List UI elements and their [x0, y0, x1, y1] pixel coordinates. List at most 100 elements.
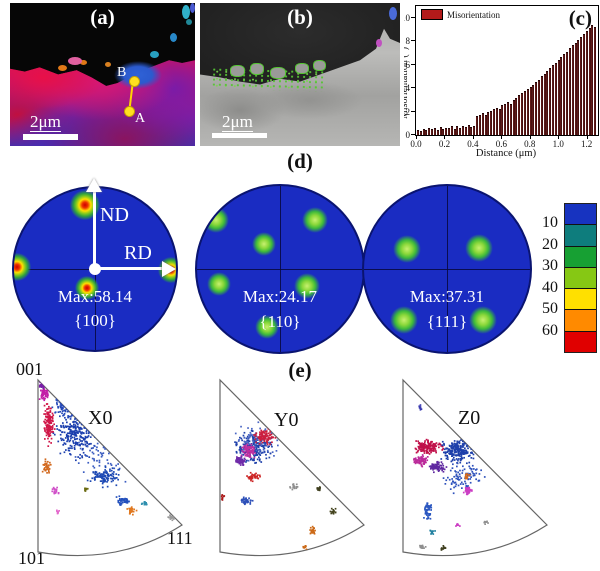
bar: [535, 82, 538, 135]
bar: [509, 104, 512, 135]
x-tick-mark: [501, 135, 503, 139]
pole-figure-circle: Max:24.17 {110}: [195, 184, 365, 354]
bar: [464, 126, 467, 135]
point-a-dot: [124, 106, 135, 117]
bar: [591, 24, 594, 135]
ipf-triangle-y0: [219, 378, 365, 557]
crosshair-vertical: [447, 186, 448, 352]
bar: [481, 113, 484, 135]
bar: [523, 91, 526, 135]
bar: [467, 125, 470, 135]
ipf-triangle-z0: [402, 378, 548, 557]
plot-area: Misorientation (c) 0 2 4 6 8 10 0.0 0.2 0.4 0.6 0.…: [404, 5, 599, 149]
x-axis-label: Distance (μm): [475, 148, 537, 159]
bar: [453, 128, 456, 135]
grain-speck: [80, 60, 87, 65]
bar: [447, 128, 450, 135]
legend-label: Misorientation: [447, 9, 500, 20]
texture-spot: [203, 207, 229, 233]
bar: [554, 63, 557, 135]
y-tick-mark: [411, 134, 415, 135]
pole-figure-111: Max:37.31 {111}: [362, 184, 532, 354]
bar: [456, 125, 459, 135]
grain-speck: [190, 3, 195, 13]
colorbar-gradient: [564, 203, 597, 353]
plane-label: {110}: [259, 312, 301, 332]
ebsd-orientation-map: B A (a) 2μm: [10, 3, 195, 146]
interface-grain: [250, 63, 264, 75]
bar: [529, 86, 532, 135]
panel-a-label: (a): [90, 5, 115, 29]
bar: [507, 101, 509, 135]
x-tick-label: 1.0: [552, 139, 564, 149]
bar: [419, 131, 422, 135]
ipf-triangle-x0: [37, 378, 183, 557]
panel-e-label: (e): [288, 358, 312, 382]
intensity-colorbar: 10 20 30 40 50 60: [534, 203, 598, 353]
bar: [574, 42, 577, 135]
bar: [577, 39, 580, 135]
bar: [537, 80, 540, 135]
bar: [459, 127, 462, 135]
bar: [495, 107, 498, 135]
y-tick-label: 0: [405, 130, 411, 140]
x-tick-mark: [416, 135, 417, 139]
bar: [473, 125, 476, 135]
bar: [476, 115, 479, 135]
x-tick-label: 0.4: [467, 139, 479, 149]
interface-grain: [313, 60, 326, 71]
texture-spot: [14, 253, 31, 281]
colorbar-segment: [565, 224, 596, 246]
max-intensity-label: Max:37.31: [409, 287, 485, 307]
bar: [557, 60, 560, 135]
bar: [552, 65, 554, 135]
bar: [422, 128, 425, 135]
texture-spot: [390, 306, 418, 334]
texture-spot: [255, 315, 279, 339]
bar: [462, 126, 464, 135]
bar: [540, 75, 543, 135]
magenta-particle: [376, 39, 382, 47]
blue-particle: [389, 7, 397, 20]
grain-speck: [105, 62, 111, 67]
colorbar-tick-label: 20: [542, 235, 558, 253]
colorbar-tick-labels: 10 20 30 40 50 60: [534, 203, 560, 353]
bar: [433, 128, 436, 135]
legend: Misorientation: [421, 9, 500, 20]
colorbar-tick-label: 10: [542, 214, 558, 232]
bar: [504, 103, 507, 135]
bar: [417, 129, 419, 135]
x-tick-label: 1.2: [581, 139, 593, 149]
texture-spot: [302, 207, 328, 233]
texture-spot: [465, 234, 493, 262]
bar: [580, 36, 583, 135]
x-tick-mark: [529, 135, 531, 139]
y-tick-label: 6: [405, 59, 411, 70]
colorbar-segment: [565, 309, 596, 331]
bar: [526, 88, 529, 135]
ipf-z0-label: Z0: [458, 407, 481, 429]
colorbar-segment: [565, 245, 596, 267]
texture-spot: [393, 235, 421, 263]
texture-spot: [252, 232, 276, 256]
colorbar-tick-label: 30: [542, 257, 558, 275]
grain-speck: [68, 57, 82, 65]
pole-figure-110: Max:24.17 {110}: [195, 184, 365, 354]
x-tick-label: 0.8: [524, 139, 536, 149]
texture-spot: [207, 272, 231, 296]
panel-d-label: (d): [287, 149, 313, 173]
bar: [484, 115, 487, 135]
interface-grain: [230, 65, 245, 77]
texture-spot: [70, 190, 100, 220]
scale-bar-label-b: 2μm: [222, 112, 253, 132]
y-tick-mark: [411, 110, 415, 112]
max-intensity-label: Max:24.17: [242, 287, 318, 307]
colorbar-tick-label: 40: [542, 278, 558, 296]
y-tick-mark: [411, 40, 415, 42]
corner-111-label: 111: [167, 528, 193, 548]
bar: [582, 33, 585, 135]
point-b-label: B: [117, 65, 127, 80]
colorbar-tick-label: 50: [542, 300, 558, 318]
point-b-dot: [129, 76, 140, 87]
